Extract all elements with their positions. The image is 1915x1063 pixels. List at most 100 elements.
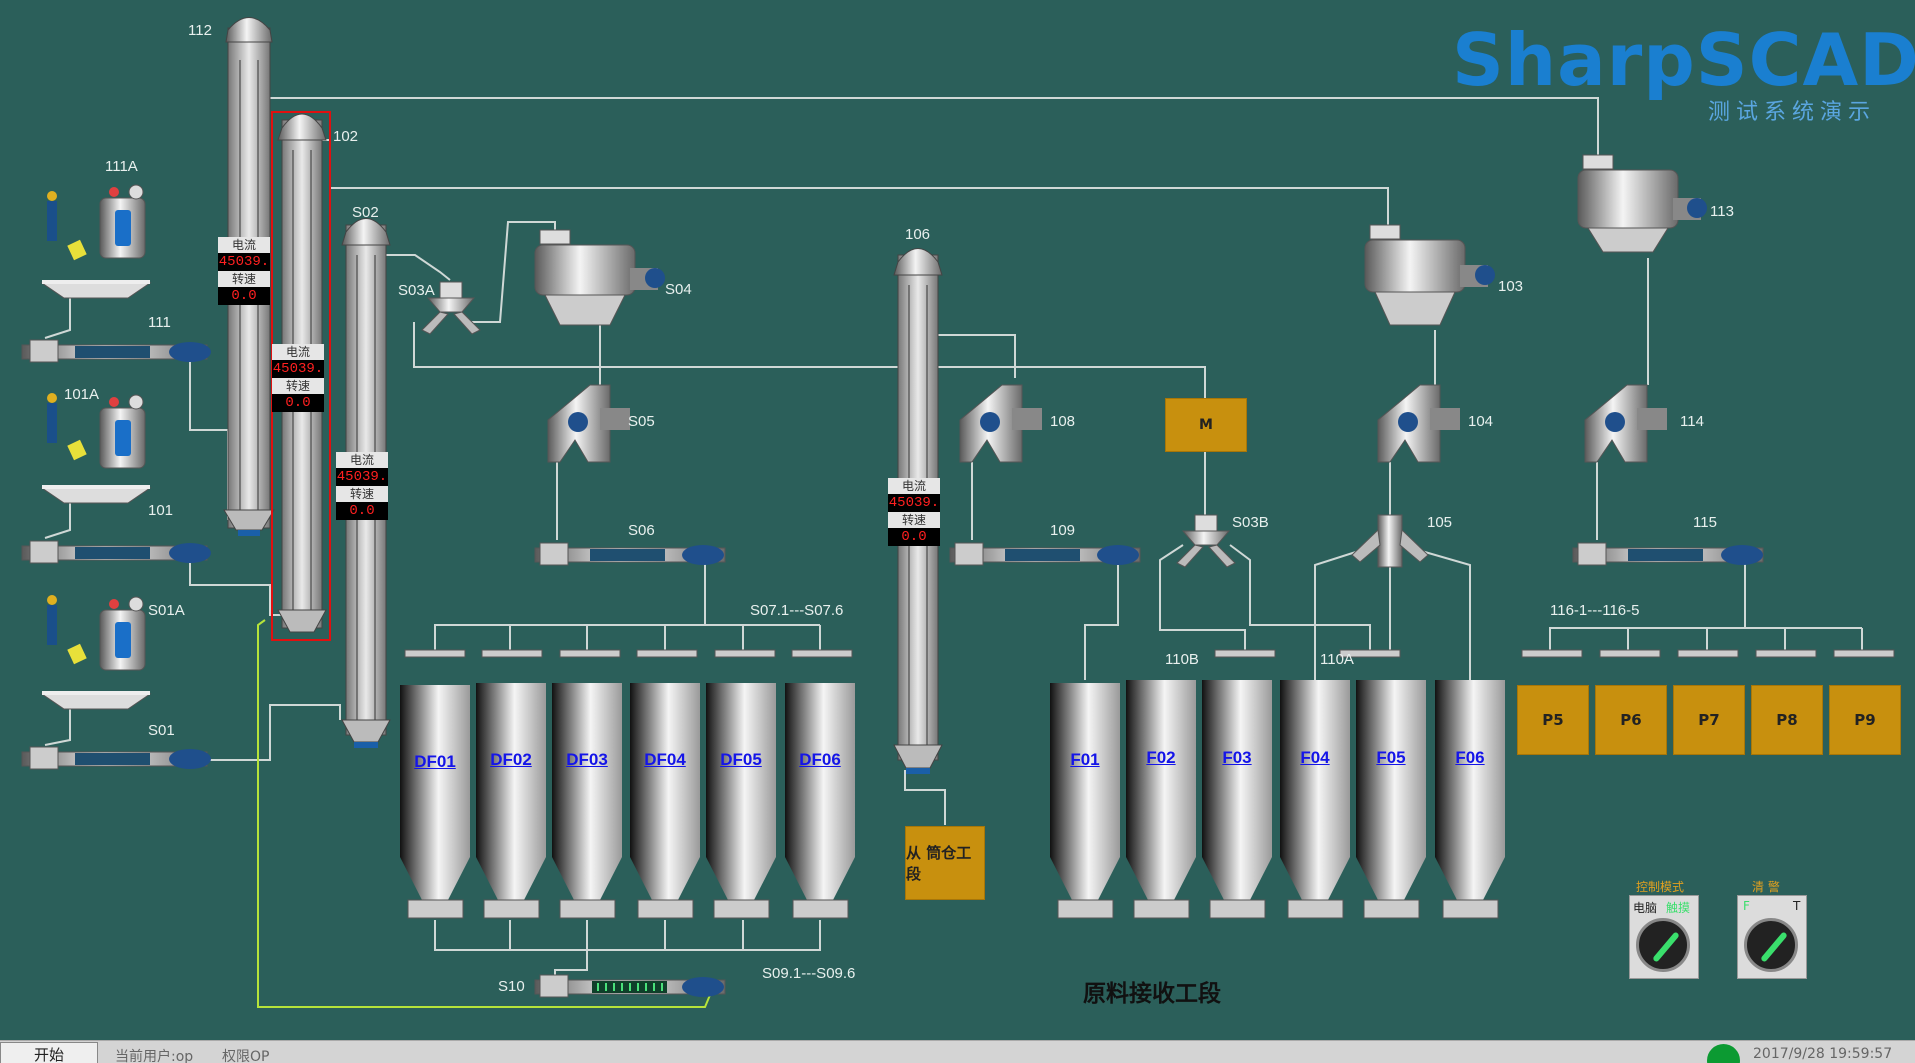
alarm-clear-dial[interactable] [1744,918,1798,972]
control-mode-title: 控制模式 [1636,880,1685,894]
bin-p9[interactable]: P9 [1829,685,1901,755]
meter-s02: 电流 45039. 转速 0.0 [336,452,388,520]
conveyor-s06[interactable] [534,542,726,566]
label-s02: S02 [352,204,379,221]
label-s01: S01 [148,722,175,739]
separator-113[interactable] [1577,154,1707,253]
silo-df01[interactable] [400,685,470,919]
label-113: 113 [1710,203,1734,220]
permission-level: 权限OP [222,1049,270,1063]
diverter-s03b[interactable] [1176,514,1236,568]
intake-hopper-111a[interactable] [40,184,152,299]
label-s07: S07.1---S07.6 [750,602,844,619]
datetime: 2017/9/28 19:59:57 [1753,1046,1893,1062]
control-mode-left-label: 电脑 [1633,901,1658,915]
bin-link-f03[interactable]: F03 [1222,748,1252,767]
silo-df06[interactable] [785,683,855,919]
logo-subtitle: 测试系统演示 [1708,100,1877,125]
conveyor-101[interactable] [21,540,211,564]
bin-link-df05[interactable]: DF05 [720,750,762,769]
diverter-s03a[interactable] [421,281,481,335]
meter-102: 电流 45039. 转速 0.0 [272,344,324,412]
silo-f05[interactable] [1356,680,1426,919]
conveyor-115[interactable] [1572,542,1764,566]
bin-link-df06[interactable]: DF06 [799,750,841,769]
meter-speed-value: 0.0 [272,394,324,412]
label-111a: 111A [105,158,138,175]
bin-link-f01[interactable]: F01 [1070,750,1100,769]
label-101a: 101A [64,386,100,403]
connection-status-indicator [1707,1044,1740,1063]
bin-link-f06[interactable]: F06 [1455,748,1485,767]
conveyor-s01[interactable] [21,746,211,770]
control-mode-dial[interactable] [1636,918,1690,972]
label-109: 109 [1050,522,1076,539]
meter-current-value: 45039. [888,494,940,512]
separator-103[interactable] [1364,224,1495,326]
conveyor-111[interactable] [21,339,211,363]
distributor-105[interactable] [1351,514,1429,568]
silo-f02[interactable] [1126,680,1196,919]
dial-knob [1652,931,1680,963]
meter-112: 电流 45039. 转速 0.0 [218,237,270,305]
label-103: 103 [1498,278,1524,295]
dial-knob [1760,931,1788,963]
conveyor-109[interactable] [949,542,1141,566]
bin-inlet-gates [404,649,1895,658]
s10-return-line [257,619,711,1008]
bin-p7[interactable]: P7 [1673,685,1745,755]
silo-f01[interactable] [1050,683,1120,919]
motor-box[interactable]: M [1165,398,1247,452]
bin-p8[interactable]: P8 [1751,685,1823,755]
label-s09: S09.1---S09.6 [762,965,856,982]
meter-106: 电流 45039. 转速 0.0 [888,478,940,546]
bin-p5[interactable]: P5 [1517,685,1589,755]
bin-p6[interactable]: P6 [1595,685,1667,755]
control-mode-switch[interactable]: 电脑 触摸 [1629,895,1699,979]
section-title: 原料接收工段 [1083,981,1221,1007]
label-s04: S04 [665,281,692,298]
label-s03a: S03A [398,282,435,299]
label-s03b: S03B [1232,514,1269,531]
from-silo-section-button[interactable]: 从 筒仓工段 [905,826,985,900]
label-s06: S06 [628,522,655,539]
silo-f03[interactable] [1202,680,1272,919]
meter-speed-value: 0.0 [888,528,940,546]
separator-s04[interactable] [534,229,665,326]
bin-link-df04[interactable]: DF04 [644,750,686,769]
bin-link-f04[interactable]: F04 [1300,748,1330,767]
bin-link-f02[interactable]: F02 [1146,748,1176,767]
conveyor-s10[interactable] [534,974,726,998]
bin-link-df03[interactable]: DF03 [566,750,608,769]
meter-current-label: 电流 [336,452,388,468]
grinder-s05[interactable] [547,384,630,463]
silo-df02[interactable] [476,683,546,919]
label-104: 104 [1468,413,1494,430]
meter-current-label: 电流 [218,237,270,253]
meter-speed-label: 转速 [888,512,940,528]
bin-link-df01[interactable]: DF01 [414,752,456,771]
intake-hopper-s01a[interactable] [40,595,152,710]
start-button[interactable]: 开始 [0,1042,98,1063]
silo-f06[interactable] [1435,680,1505,919]
alarm-clear-switch[interactable]: F T [1737,895,1807,979]
intake-hopper-101a[interactable] [40,393,152,504]
grinder-108[interactable] [959,384,1042,463]
grinder-114[interactable] [1584,384,1667,463]
bin-link-f05[interactable]: F05 [1376,748,1406,767]
silo-f04[interactable] [1280,680,1350,919]
meter-speed-value: 0.0 [336,502,388,520]
meter-current-value: 45039. [218,253,270,271]
label-115: 115 [1693,514,1717,531]
silo-df04[interactable] [630,683,700,919]
silo-df05[interactable] [706,683,776,919]
label-108: 108 [1050,413,1076,430]
label-111: 111 [148,314,171,331]
bin-link-df02[interactable]: DF02 [490,750,532,769]
silo-df03[interactable] [552,683,622,919]
grinder-104[interactable] [1377,384,1460,463]
label-101: 101 [148,502,174,519]
current-user: 当前用户:op [115,1049,194,1063]
